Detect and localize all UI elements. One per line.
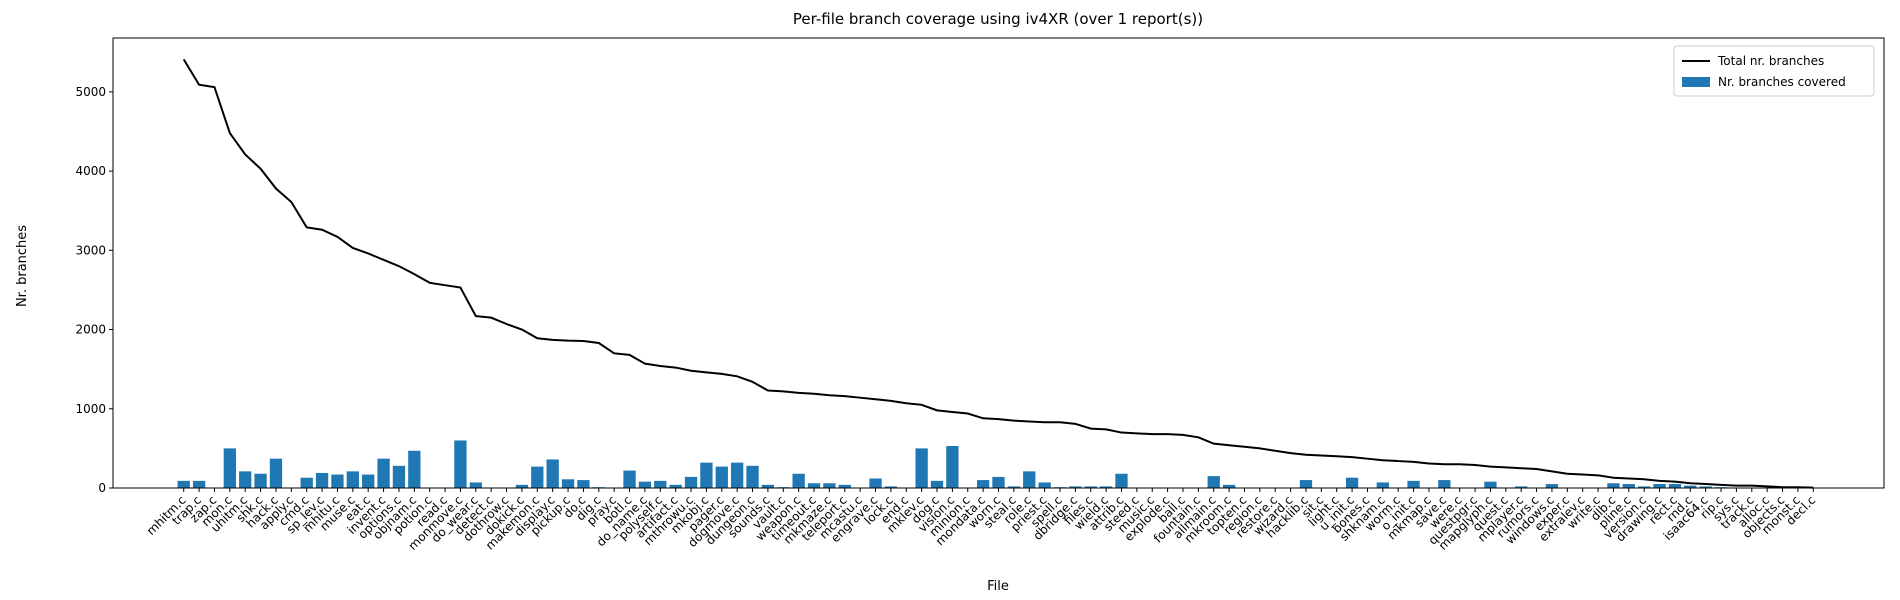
bar [1438, 480, 1451, 488]
bar [1023, 471, 1036, 488]
y-tick-label: 1000 [75, 402, 106, 416]
bar [869, 478, 882, 488]
y-tick-label: 4000 [75, 164, 106, 178]
bar [454, 440, 467, 488]
bar [638, 481, 652, 488]
bar [1545, 484, 1559, 488]
legend-label: Total nr. branches [1717, 54, 1824, 68]
bar [254, 473, 267, 488]
bar [623, 470, 636, 488]
bar [1038, 482, 1051, 488]
bar [1345, 477, 1359, 488]
bar [546, 459, 559, 488]
bar [1207, 476, 1220, 488]
bar [315, 472, 329, 488]
legend-swatch [1682, 77, 1710, 87]
bar [715, 466, 728, 488]
bar [377, 458, 390, 488]
line [182, 58, 1814, 489]
bar [408, 450, 421, 488]
bar [684, 476, 698, 488]
y-axis-label: Nr. branches [15, 225, 30, 307]
bar [1484, 481, 1497, 488]
bar [823, 483, 836, 488]
bar [1069, 486, 1082, 488]
bar [392, 465, 406, 488]
bar [1653, 484, 1666, 488]
bar [700, 462, 713, 488]
bar [331, 474, 344, 488]
bar [1115, 473, 1128, 488]
bar [792, 473, 805, 488]
bar [731, 462, 744, 488]
bar [1407, 480, 1420, 488]
bar [1699, 486, 1712, 488]
bar [469, 482, 482, 488]
bar [1638, 486, 1651, 488]
bar [1668, 484, 1682, 488]
bar [761, 484, 775, 488]
bar [669, 484, 682, 488]
bar [1099, 486, 1113, 488]
bar [807, 483, 821, 488]
bar [1007, 486, 1021, 488]
bar [223, 448, 236, 488]
bar [1376, 482, 1389, 488]
bar [192, 480, 206, 488]
bar [577, 480, 590, 488]
bar [1222, 484, 1236, 488]
bar [1515, 486, 1528, 488]
bar [269, 458, 283, 488]
bar [346, 471, 359, 488]
bar [654, 480, 667, 488]
bar [976, 480, 990, 488]
bar [362, 474, 375, 488]
bar [884, 486, 898, 488]
bar [992, 476, 1005, 488]
bar [561, 479, 575, 488]
bar [239, 471, 252, 488]
y-tick-label: 5000 [75, 85, 106, 99]
bar [746, 465, 759, 488]
bar [930, 480, 944, 488]
bar [515, 484, 529, 488]
bar [838, 484, 851, 488]
bar [300, 477, 313, 488]
bar [1622, 484, 1635, 488]
y-tick-label: 0 [98, 481, 106, 495]
plot-frame [112, 37, 1885, 489]
legend-label: Nr. branches covered [1718, 75, 1846, 89]
bar [915, 448, 928, 488]
x-axis-label: File [987, 579, 1009, 594]
bar [177, 480, 190, 488]
bar [946, 446, 959, 488]
y-tick-label: 2000 [75, 323, 106, 337]
bar [1607, 483, 1620, 488]
legend-box [1673, 45, 1875, 97]
bar [1299, 480, 1313, 488]
bar [1084, 486, 1097, 488]
bar [1684, 485, 1697, 488]
bar [531, 466, 544, 488]
chart-title: Per-file branch coverage using iv4XR (ov… [793, 10, 1203, 28]
y-tick-label: 3000 [75, 243, 106, 257]
